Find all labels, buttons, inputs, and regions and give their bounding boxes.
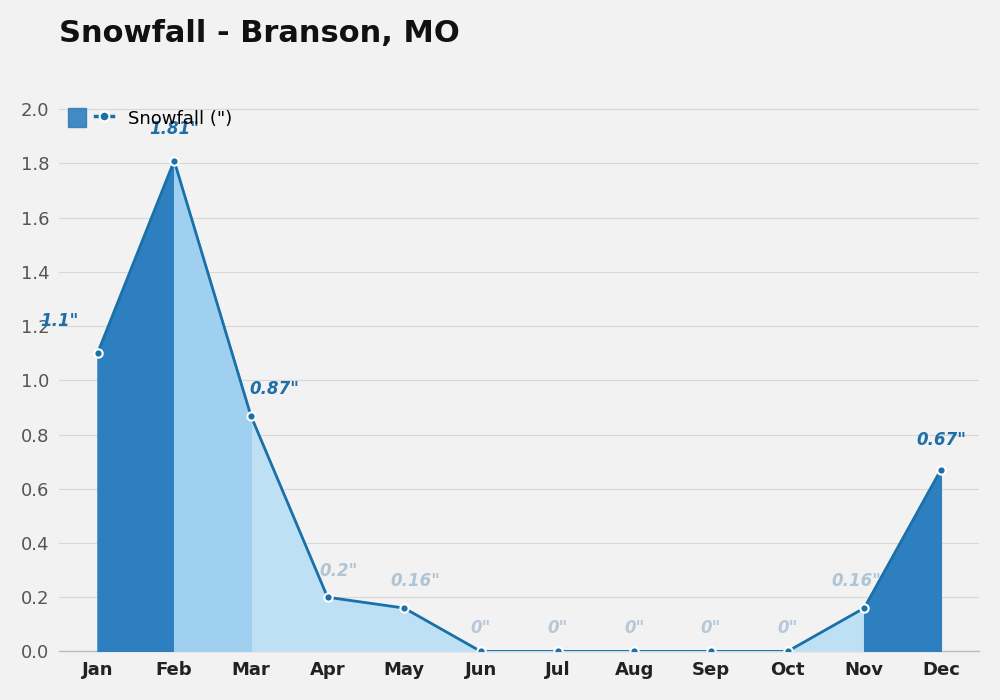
Text: 0": 0" xyxy=(701,619,721,636)
Text: 0": 0" xyxy=(547,619,568,636)
Text: 0.16": 0.16" xyxy=(391,573,441,591)
Text: Snowfall - Branson, MO: Snowfall - Branson, MO xyxy=(59,19,460,48)
Legend: Snowfall ("): Snowfall (") xyxy=(68,108,232,127)
Text: 1.81": 1.81" xyxy=(149,120,199,138)
Text: 0.2": 0.2" xyxy=(320,561,358,580)
Text: 0": 0" xyxy=(471,619,491,636)
Text: 1.1": 1.1" xyxy=(40,312,78,330)
Text: 0.87": 0.87" xyxy=(249,380,299,398)
Text: 0.16": 0.16" xyxy=(832,573,881,591)
Text: 0.67": 0.67" xyxy=(916,431,966,449)
Text: 0": 0" xyxy=(624,619,644,636)
Text: 0": 0" xyxy=(777,619,798,636)
